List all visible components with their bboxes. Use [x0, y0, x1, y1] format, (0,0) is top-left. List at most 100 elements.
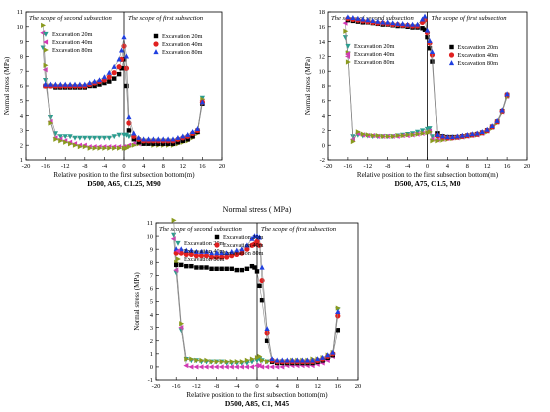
- chart1-data-point: [145, 136, 152, 142]
- chart3-data-point: [249, 356, 255, 362]
- chart3-data-point: [214, 266, 219, 272]
- chart1-legend-label: Excavation 20m: [162, 33, 203, 40]
- chart2-annotation-first-subsection: The scope of first subsection: [432, 15, 508, 22]
- chart3-data-point: [257, 353, 263, 360]
- chart2-y-tick-label: 18: [319, 9, 326, 16]
- chart1-legend-marker: [153, 41, 159, 47]
- chart1-data-point: [82, 144, 88, 150]
- chart3-data-point: [189, 263, 194, 269]
- chart3-data-point: [239, 250, 245, 256]
- chart1-legend-marker: [43, 47, 49, 53]
- chart2-legend-marker: [345, 59, 351, 65]
- chart2-data-point: [415, 131, 421, 137]
- chart3-x-tick-label: 0: [255, 383, 258, 390]
- chart2-data-point: [342, 35, 349, 41]
- chart2-data-point: [454, 133, 460, 139]
- chart3-data-point: [188, 247, 194, 253]
- chart2-data-point: [504, 91, 510, 97]
- chart2-data-point: [409, 21, 416, 27]
- chart3-x-tick-label: 12: [314, 383, 321, 390]
- chart3-data-point: [299, 357, 306, 363]
- chart3-title: Normal stress ( MPa): [223, 205, 292, 214]
- chart1-data-point: [111, 134, 117, 140]
- chart2-data-point: [360, 131, 366, 137]
- chart2-x-tick-label: 8: [466, 163, 469, 170]
- chart1-y-tick-label: 4: [20, 113, 24, 120]
- chart2-y-tick-label: 16: [319, 24, 326, 31]
- chart2-x-tick-label: 4: [446, 163, 450, 170]
- chart1-x-axis-label: Relative position to the first subsectio…: [53, 171, 195, 179]
- chart1-x-tick-label: -20: [22, 163, 31, 170]
- chart1-data-point: [150, 136, 156, 142]
- chart1-data-point: [47, 115, 54, 120]
- chart3-data-point: [208, 254, 215, 260]
- chart2-y-tick-label: 14: [319, 39, 326, 46]
- chart3-data-point: [234, 267, 240, 273]
- chart1-data-point: [62, 81, 68, 87]
- chart2-data-point: [385, 133, 391, 139]
- chart2-data-point: [435, 138, 441, 144]
- chart1-data-point: [123, 53, 130, 59]
- chart1-data-point: [57, 134, 63, 140]
- chart1-data-point: [119, 66, 124, 71]
- chart1-data-point: [77, 81, 83, 87]
- chart1-x-tick-label: 8: [162, 163, 165, 170]
- chart1-data-point: [106, 69, 112, 75]
- chart3-data-point: [188, 364, 194, 370]
- chart3-annotation-second-subsection: The scope of second subsection: [159, 226, 242, 233]
- chart1-data-point: [53, 136, 59, 142]
- chart1-data-point: [77, 144, 83, 150]
- chart3-x-tick-label: 20: [355, 383, 362, 390]
- chart1-y-tick-label: 6: [20, 83, 24, 90]
- chart3-data-point: [171, 232, 177, 238]
- chart3-y-tick-label: 8: [150, 259, 153, 266]
- chart3-data-point: [199, 265, 204, 270]
- chart3-data-point: [173, 262, 179, 268]
- chart2-data-point: [419, 128, 426, 134]
- chart3-y-tick-label: -1: [148, 377, 153, 384]
- chart1-series-5: [43, 34, 205, 142]
- chart2-data-point: [425, 130, 431, 136]
- chart3-data-point: [259, 264, 265, 270]
- chart1-data-point: [41, 22, 47, 28]
- chart2-data-point: [405, 132, 411, 138]
- chart3-data-point: [264, 364, 270, 370]
- chart1-y-tick-label: 1: [20, 157, 23, 164]
- chart2-data-point: [400, 20, 406, 26]
- chart2-data-point: [464, 131, 470, 137]
- chart1-data-point: [151, 141, 156, 146]
- chart2-x-axis-label: Relative position to the first subsectio…: [357, 171, 499, 179]
- chart2-x-tick-label: -12: [363, 163, 372, 170]
- chart3-legend-label: Excavation 80m: [184, 256, 225, 263]
- chart3-data-point: [184, 263, 189, 269]
- chart3-data-point: [279, 364, 285, 370]
- chart3-data-point: [335, 313, 341, 319]
- chart3-y-tick-label: 6: [150, 286, 154, 293]
- chart3-data-point: [214, 254, 220, 260]
- chart1-data-point: [107, 145, 113, 151]
- chart3-data-point: [229, 359, 235, 365]
- chart3-y-tick-label: 1: [150, 351, 153, 358]
- chart1-y-tick-label: 3: [20, 128, 23, 135]
- chart1-data-point: [92, 83, 97, 89]
- chart3-series-1: [170, 236, 340, 370]
- chart1-x-tick-label: 16: [199, 163, 206, 170]
- chart3-data-point: [249, 263, 255, 269]
- chart2-data-point: [355, 15, 361, 21]
- chart2-series-5: [345, 13, 510, 140]
- chart1-y-tick-label: 2: [20, 142, 23, 149]
- chart3-data-point: [189, 356, 195, 362]
- chart3-data-point: [259, 364, 265, 370]
- chart2-data-point: [360, 16, 366, 22]
- chart3-data-point: [279, 357, 285, 363]
- chart1-data-point: [160, 141, 166, 146]
- chart2-x-tick-label: 20: [524, 163, 531, 170]
- chart3-y-tick-label: 7: [150, 273, 154, 280]
- chart2-legend-marker: [345, 51, 351, 57]
- chart3-data-point: [257, 283, 262, 289]
